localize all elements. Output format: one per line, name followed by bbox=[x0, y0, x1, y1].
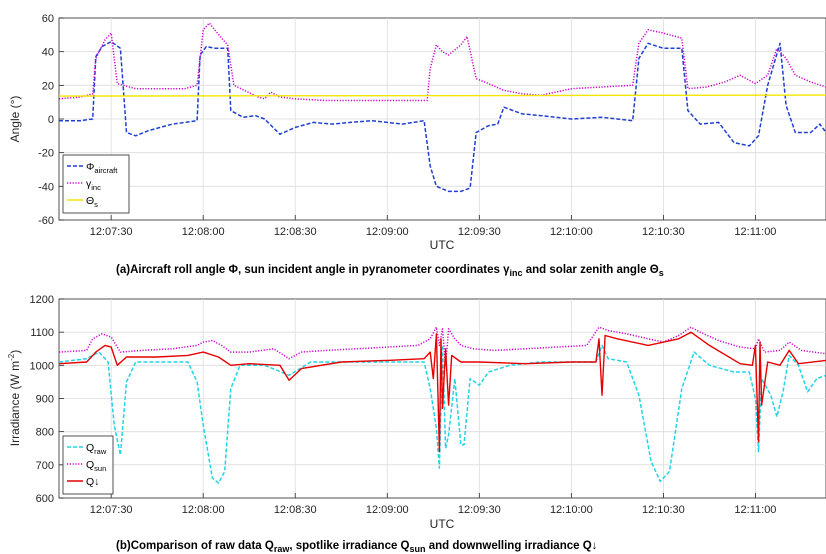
y-tick-label: -60 bbox=[38, 215, 54, 227]
panel-b: 600 700 800 900 1000 1100 1200 12:07:30 12:08:0… bbox=[7, 294, 826, 554]
legend-a: Φaircraft γinc Θs bbox=[62, 154, 130, 214]
y-tick-label: -40 bbox=[38, 181, 54, 193]
legend-entry-label: Qsun bbox=[86, 459, 106, 473]
series-group-a bbox=[58, 22, 826, 193]
y-axis-label-b: Irradiance (W m-2) bbox=[7, 350, 22, 446]
y-tick-label: 0 bbox=[48, 114, 54, 126]
y-tick-label: 600 bbox=[36, 493, 54, 505]
x-ticks-b: 12:07:30 12:08:00 12:08:30 12:09:00 12:09:30… bbox=[90, 493, 776, 516]
x-tick-label: 12:10:30 bbox=[642, 226, 685, 238]
y-tick-label: 20 bbox=[42, 80, 54, 92]
x-tick-label: 12:09:30 bbox=[458, 226, 501, 238]
x-tick-label: 12:09:00 bbox=[366, 226, 409, 238]
y-tick-label: 40 bbox=[42, 47, 54, 59]
x-tick-label: 12:09:30 bbox=[458, 504, 501, 516]
y-tick-label: 800 bbox=[36, 427, 54, 439]
series-line-0 bbox=[58, 344, 826, 484]
y-tick-label: -20 bbox=[38, 148, 54, 160]
x-tick-label: 12:11:00 bbox=[734, 226, 776, 238]
y-ticks-b: 600 700 800 900 1000 1100 1200 bbox=[30, 294, 64, 505]
x-tick-label: 12:08:30 bbox=[274, 226, 317, 238]
caption-b: (b)Comparison of raw data Qraw, spotlike… bbox=[116, 540, 597, 554]
caption-a: (a)Aircraft roll angle Φ, sun incident a… bbox=[116, 264, 664, 278]
x-tick-label: 12:08:00 bbox=[182, 504, 225, 516]
series-line-1 bbox=[58, 326, 826, 367]
y-axis-label-a: Angle (°) bbox=[8, 96, 22, 143]
series-line-2 bbox=[58, 331, 826, 453]
legend-entry-label: γinc bbox=[86, 178, 101, 192]
x-ticks-a: 12:07:30 12:08:00 12:08:30 12:09:00 12:09:30… bbox=[90, 215, 776, 238]
y-tick-label: 1200 bbox=[30, 294, 54, 306]
legend-box bbox=[62, 154, 130, 214]
y-tick-label: 900 bbox=[36, 394, 54, 406]
legend-b: Qraw Qsun Q↓ bbox=[62, 435, 114, 495]
x-axis-label-a: UTC bbox=[430, 238, 455, 252]
series-line-1 bbox=[58, 22, 826, 102]
panel-a: -60 -40 -20 0 20 40 60 12:07:30 12:08:00 12:08:3… bbox=[8, 13, 826, 278]
legend-box bbox=[62, 435, 114, 495]
legend-entry-label: Φaircraft bbox=[86, 161, 118, 175]
x-tick-label: 12:07:30 bbox=[90, 504, 133, 516]
legend-entry-label: Θs bbox=[86, 195, 98, 209]
y-tick-label: 1100 bbox=[30, 327, 54, 339]
x-tick-label: 12:11:00 bbox=[734, 504, 776, 516]
y-tick-label: 60 bbox=[42, 13, 54, 25]
series-group-b bbox=[58, 326, 826, 484]
x-tick-label: 12:08:30 bbox=[274, 504, 317, 516]
y-tick-label: 700 bbox=[36, 460, 54, 472]
x-tick-label: 12:07:30 bbox=[90, 226, 133, 238]
x-axis-label-b: UTC bbox=[430, 517, 455, 531]
x-tick-label: 12:10:00 bbox=[550, 226, 593, 238]
legend-entry-label: Q↓ bbox=[86, 476, 99, 488]
x-tick-label: 12:10:00 bbox=[550, 504, 593, 516]
x-tick-label: 12:10:30 bbox=[642, 504, 685, 516]
legend-entry-label: Qraw bbox=[86, 442, 107, 456]
series-line-0 bbox=[59, 40, 826, 193]
x-tick-label: 12:09:00 bbox=[366, 504, 409, 516]
y-tick-label: 1000 bbox=[30, 360, 54, 372]
x-tick-label: 12:08:00 bbox=[182, 226, 225, 238]
series-line-2 bbox=[58, 94, 826, 97]
